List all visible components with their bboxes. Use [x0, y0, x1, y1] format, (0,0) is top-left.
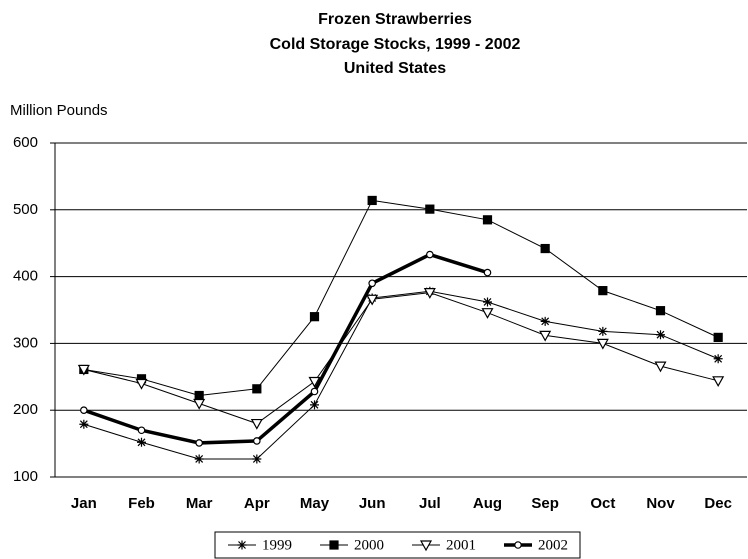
x-tick-label: Jun [359, 495, 386, 512]
legend-item: 2002 [504, 537, 568, 553]
marker [598, 286, 608, 296]
marker [425, 204, 435, 214]
series-line [83, 252, 489, 445]
marker [137, 426, 146, 435]
marker [194, 454, 204, 464]
marker [135, 378, 148, 390]
y-tick-label: 200 [13, 401, 38, 418]
marker [137, 437, 146, 447]
marker [250, 418, 263, 430]
marker [483, 268, 492, 277]
marker [482, 215, 493, 225]
legend-label: 2001 [446, 537, 476, 553]
y-tick-label: 300 [13, 334, 38, 351]
marker [310, 400, 319, 410]
x-tick-label: Mar [186, 495, 213, 512]
marker [195, 439, 203, 447]
marker [308, 376, 321, 388]
marker [655, 306, 666, 316]
chart-title: Cold Storage Stocks, 1999 - 2002 [270, 36, 521, 53]
x-tick-label: Aug [473, 495, 502, 512]
marker [79, 419, 89, 429]
marker [253, 437, 261, 445]
marker [654, 361, 667, 373]
x-tick-label: Nov [646, 495, 675, 512]
marker [80, 406, 88, 415]
marker [656, 330, 665, 340]
marker [596, 338, 609, 350]
x-tick-label: Feb [128, 495, 155, 512]
legend-marker [419, 540, 433, 552]
marker [539, 330, 552, 342]
marker [713, 354, 723, 364]
marker [310, 387, 319, 396]
x-tick-label: Jul [419, 495, 441, 512]
y-tick-label: 500 [13, 201, 38, 218]
legend-marker [329, 540, 339, 550]
series-line [83, 290, 719, 460]
marker [367, 195, 377, 206]
marker [366, 294, 379, 306]
marker [598, 326, 608, 336]
chart-title: Frozen Strawberries [318, 11, 472, 28]
legend-label: 1999 [262, 537, 292, 553]
marker [194, 390, 204, 401]
y-tick-label: 400 [13, 268, 38, 285]
marker [368, 279, 376, 288]
series-line [83, 292, 719, 425]
legend-label: 2000 [354, 537, 384, 553]
marker [540, 243, 550, 254]
y-axis-label: Million Pounds [10, 102, 108, 119]
marker [483, 297, 492, 307]
legend-item: 2000 [320, 537, 384, 553]
x-tick-label: Apr [244, 495, 270, 512]
marker [309, 312, 320, 322]
y-tick-label: 100 [13, 468, 38, 485]
y-tick-label: 600 [13, 134, 38, 151]
legend-marker [237, 540, 247, 550]
legend-label: 2002 [538, 537, 568, 553]
marker [77, 364, 90, 376]
marker [423, 288, 436, 299]
x-tick-label: Jan [71, 495, 97, 512]
x-tick-label: Oct [590, 495, 615, 512]
marker [481, 308, 494, 319]
marker [252, 384, 262, 394]
chart-title: United States [344, 60, 446, 77]
marker [426, 250, 434, 259]
marker [540, 316, 550, 326]
x-tick-label: Sep [531, 495, 559, 512]
series-line [83, 199, 719, 397]
marker [713, 332, 723, 342]
legend-item: 1999 [228, 537, 292, 553]
x-tick-label: May [300, 495, 330, 512]
marker [712, 376, 725, 388]
legend-marker [514, 541, 522, 549]
legend-item: 2001 [412, 537, 476, 553]
x-tick-label: Dec [704, 495, 732, 512]
marker [252, 454, 262, 464]
marker [193, 398, 206, 410]
